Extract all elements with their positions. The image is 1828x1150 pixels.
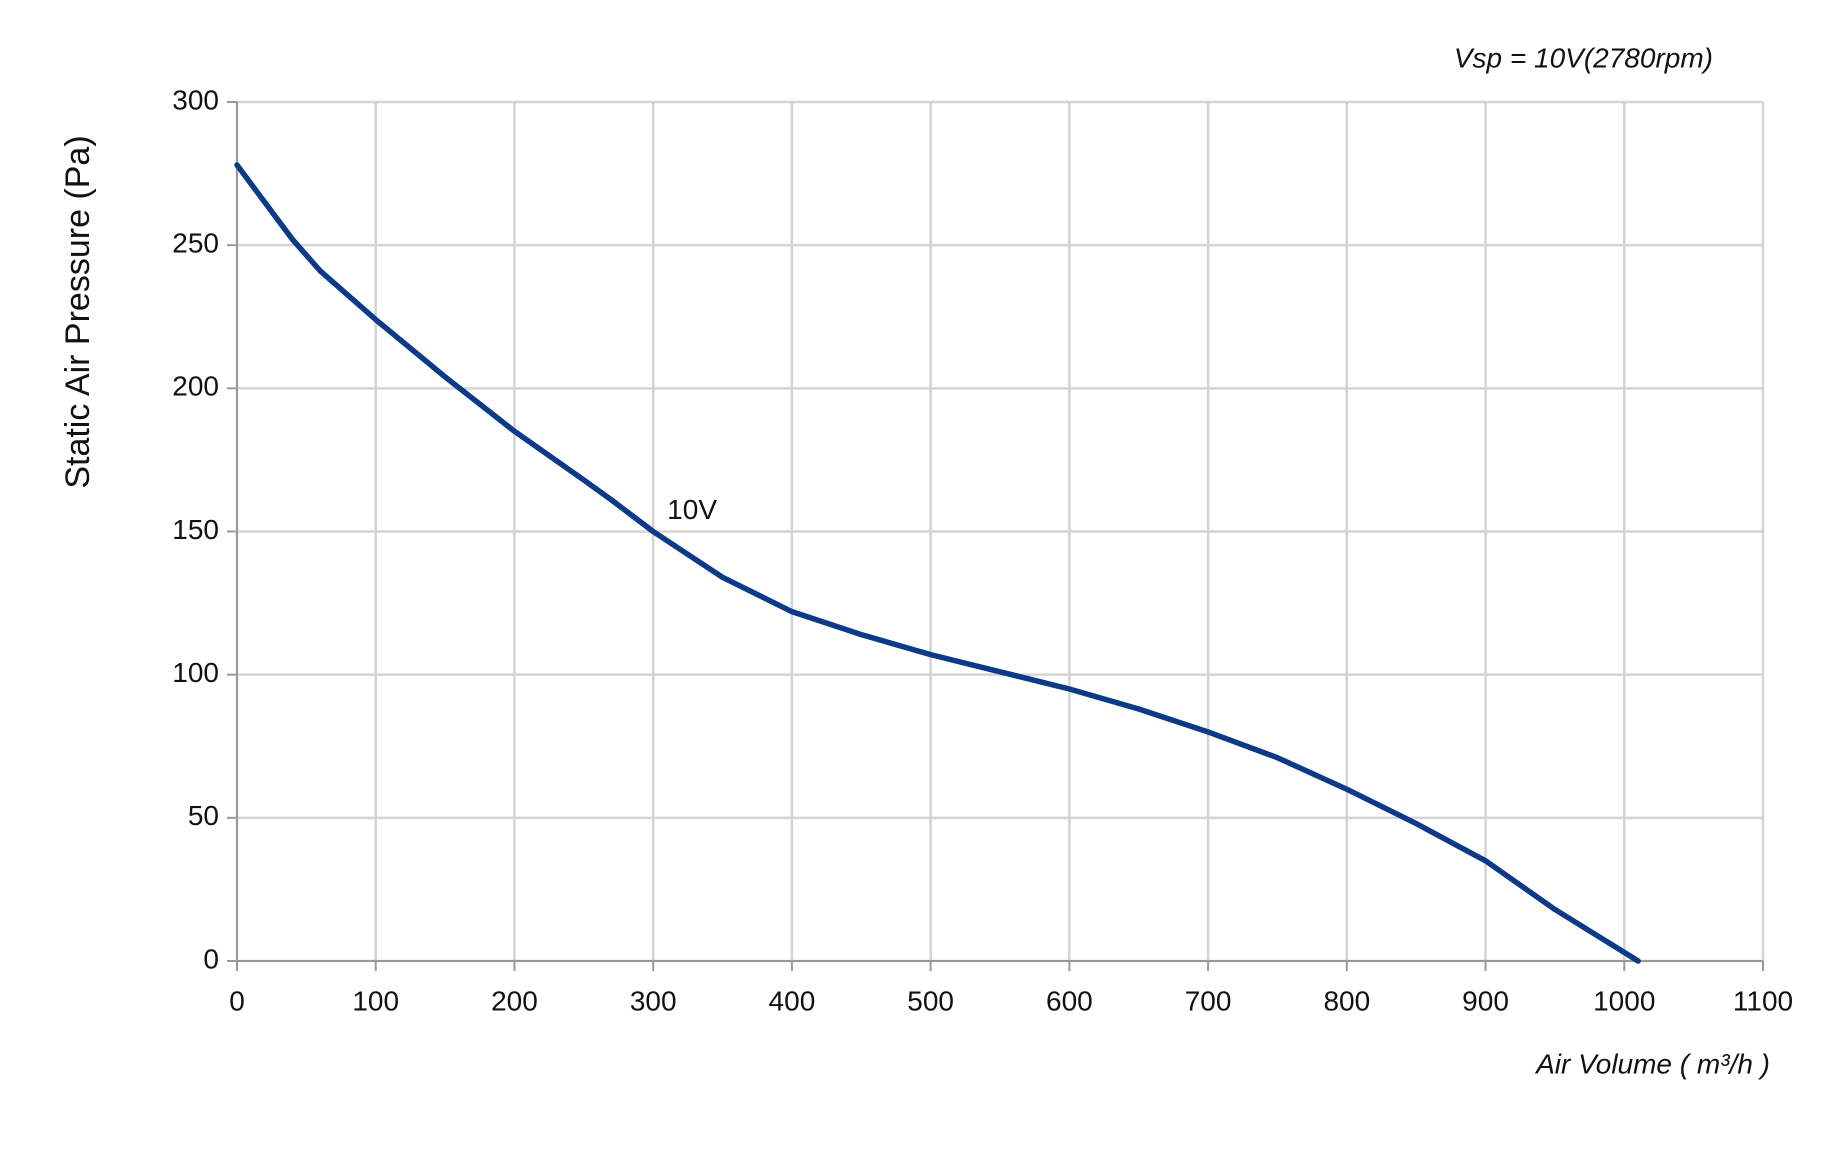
y-axis-label: Static Air Pressure (Pa) bbox=[59, 135, 97, 488]
y-tick-label: 250 bbox=[172, 228, 219, 259]
x-axis-label: Air Volume ( m³/h ) bbox=[1534, 1048, 1770, 1079]
y-tick-label: 300 bbox=[172, 84, 219, 115]
x-tick-label: 800 bbox=[1323, 985, 1370, 1016]
x-tick-label: 100 bbox=[352, 985, 399, 1016]
x-tick-label: 700 bbox=[1185, 985, 1232, 1016]
y-tick-label: 100 bbox=[172, 657, 219, 688]
chart-title: Vsp = 10V(2780rpm) bbox=[1454, 42, 1713, 73]
x-tick-label: 900 bbox=[1462, 985, 1509, 1016]
x-tick-label: 600 bbox=[1046, 985, 1093, 1016]
x-tick-label: 0 bbox=[229, 985, 245, 1016]
y-tick-label: 50 bbox=[188, 800, 219, 831]
x-tick-label: 400 bbox=[769, 985, 816, 1016]
x-tick-label: 300 bbox=[630, 985, 677, 1016]
y-tick-label: 200 bbox=[172, 371, 219, 402]
y-tick-label: 150 bbox=[172, 514, 219, 545]
y-tick-label: 0 bbox=[203, 943, 219, 974]
x-tick-label: 1100 bbox=[1733, 985, 1793, 1016]
series-label: 10V bbox=[667, 494, 717, 525]
x-tick-label: 500 bbox=[907, 985, 954, 1016]
data-line bbox=[234, 162, 1641, 964]
x-tick-label: 200 bbox=[491, 985, 538, 1016]
x-tick-label: 1000 bbox=[1593, 985, 1655, 1016]
